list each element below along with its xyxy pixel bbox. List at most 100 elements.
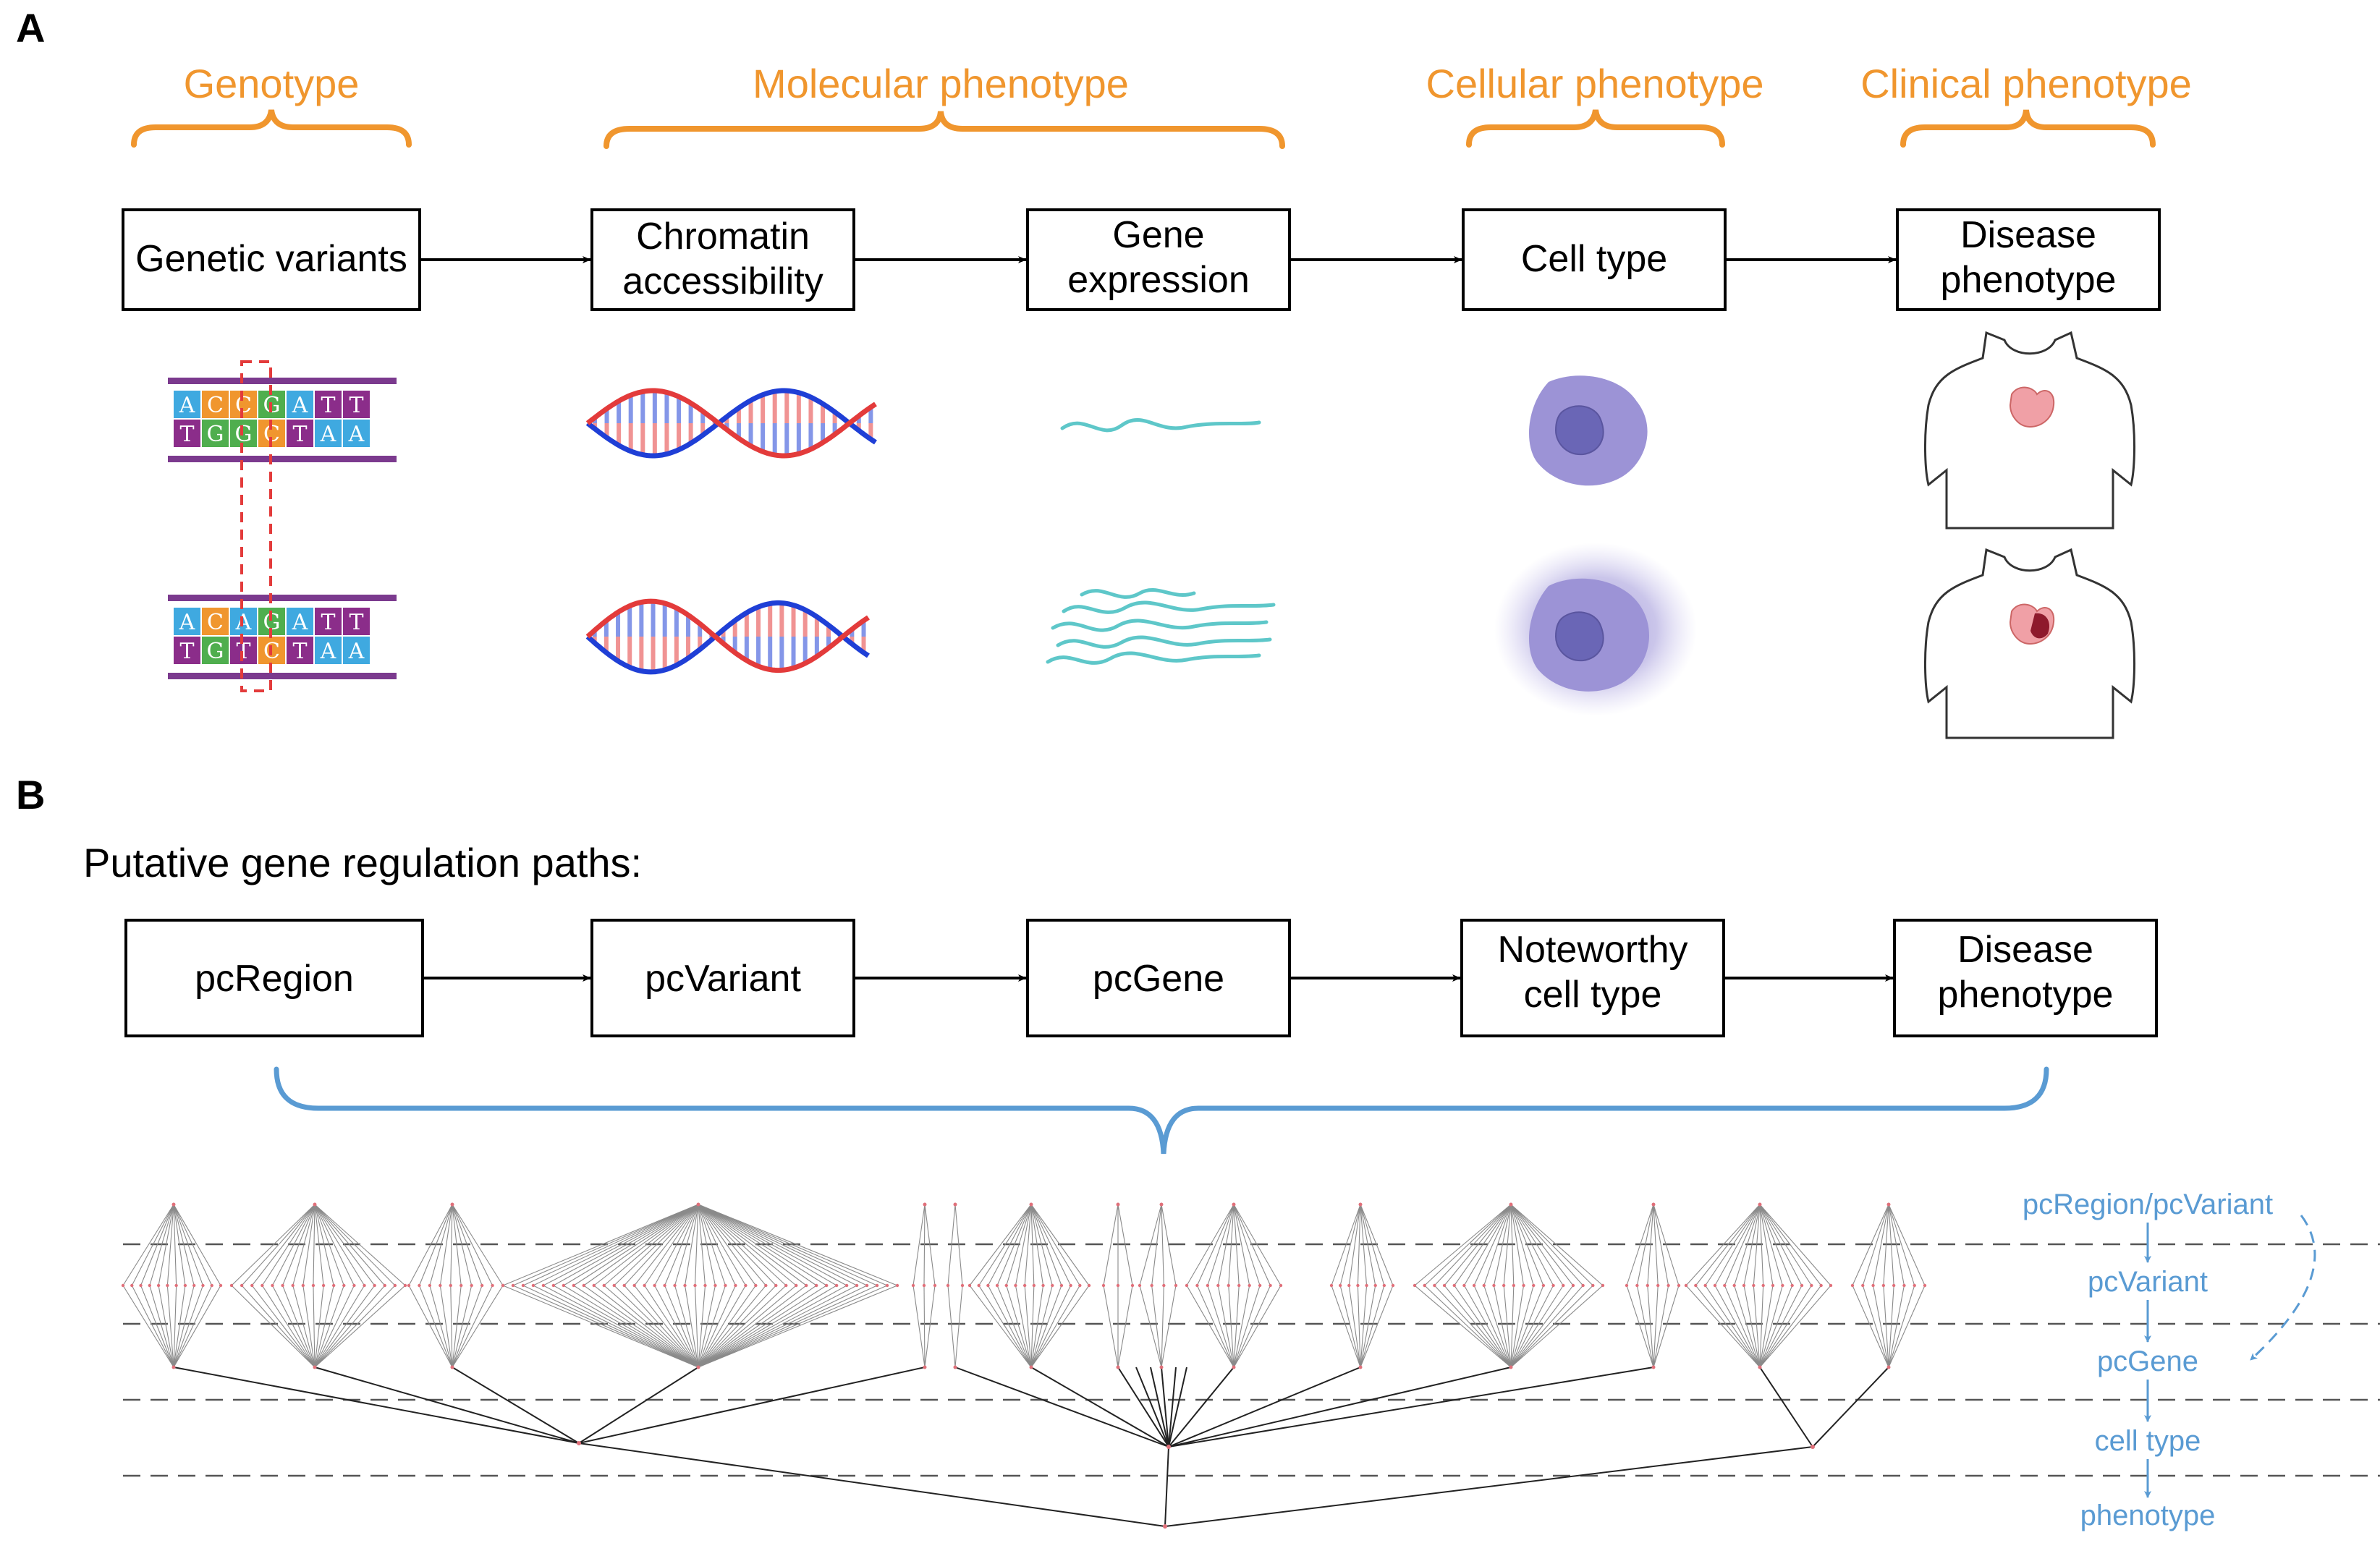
graph-node (1923, 1283, 1927, 1288)
graph-node (156, 1283, 161, 1288)
legend-pcregion-pcvariant: pcRegion/pcVariant (2023, 1189, 2273, 1220)
graph-node (1651, 1365, 1656, 1369)
graph-node (834, 1283, 839, 1288)
graph-node (1041, 1283, 1045, 1288)
graph-node (622, 1283, 626, 1288)
graph-node (824, 1283, 829, 1288)
graph-node (1365, 1283, 1368, 1288)
base-cell (343, 420, 370, 447)
graph-node (1433, 1283, 1436, 1288)
graph-node (1703, 1283, 1707, 1288)
graph-node (1810, 1283, 1813, 1288)
graph-node (313, 1202, 317, 1207)
graph-node (148, 1283, 152, 1288)
graph-node (1871, 1283, 1875, 1288)
graph-node (703, 1283, 707, 1288)
graph-node (805, 1283, 808, 1288)
panel-a-label: A (16, 5, 45, 51)
graph-node (1892, 1283, 1896, 1288)
graph-node (1116, 1202, 1120, 1207)
graph-node (403, 1283, 407, 1288)
box-pcregion-label: pcRegion (195, 958, 354, 1000)
graph-node (1442, 1283, 1447, 1288)
base-letter: C (207, 610, 224, 635)
legend-pcgene: pcGene (2097, 1346, 2198, 1377)
graph-node (923, 1365, 927, 1369)
chromatin-open-icon (585, 388, 877, 459)
graph-node (986, 1283, 990, 1288)
graph-node (491, 1283, 494, 1288)
base-cell (230, 608, 257, 635)
box-disease-phenotype-b-label-1: Disease (1957, 929, 2093, 971)
graph-node (1667, 1283, 1670, 1288)
base-letter: G (207, 639, 224, 664)
base-cell (230, 637, 257, 664)
graph-node (911, 1283, 915, 1288)
graph-node (1829, 1283, 1833, 1288)
base-letter: G (263, 610, 281, 635)
graph-node (1913, 1283, 1916, 1288)
graph-node (240, 1283, 244, 1288)
graph-node (261, 1283, 264, 1288)
graph-node (885, 1283, 889, 1288)
graph-node (1150, 1283, 1153, 1288)
graph-node (470, 1283, 473, 1288)
graph-node (1329, 1283, 1334, 1288)
graph-node (1462, 1283, 1466, 1288)
graph-node (1279, 1283, 1283, 1288)
graph-node (428, 1283, 432, 1288)
graph-node (551, 1283, 556, 1288)
graph-node (449, 1283, 452, 1288)
graph-node (1258, 1283, 1262, 1288)
base-cell (287, 608, 313, 635)
base-letter: A (235, 610, 252, 635)
graph-node (1752, 1283, 1756, 1288)
graph-node (1571, 1283, 1575, 1288)
graph-node (1781, 1283, 1784, 1288)
box-disease-phenotype-b-label-2: phenotype (1938, 974, 2114, 1016)
graph-node (418, 1283, 421, 1288)
graph-node (1850, 1283, 1855, 1288)
graph-node (250, 1283, 254, 1288)
graph-node (855, 1283, 859, 1288)
graph-node (1601, 1283, 1605, 1288)
graph-node (572, 1283, 576, 1288)
graph-node (1790, 1283, 1794, 1288)
graph-node (1382, 1283, 1386, 1288)
graph-node (632, 1283, 636, 1288)
base-cell (174, 391, 200, 418)
graph-node (922, 1283, 926, 1288)
graph-node (1051, 1283, 1054, 1288)
graph-node (933, 1283, 937, 1288)
box-genetic-variants: Genetic variants (122, 208, 421, 311)
graph-node (363, 1283, 366, 1288)
graph-node (1651, 1202, 1656, 1207)
graph-node (1591, 1283, 1595, 1288)
graph-node (1069, 1283, 1072, 1288)
graph-node (875, 1283, 879, 1288)
graph-node (130, 1283, 134, 1288)
graph-node (1492, 1283, 1496, 1288)
graph-node (774, 1283, 778, 1288)
base-cell (202, 608, 229, 635)
graph-node (1087, 1283, 1091, 1288)
graph-node (844, 1283, 849, 1288)
graph-node (1116, 1365, 1120, 1369)
graph-node (1130, 1283, 1135, 1288)
graph-node (1032, 1283, 1036, 1288)
graph-node (1356, 1283, 1360, 1288)
graph-node (1373, 1283, 1377, 1288)
graph-node (321, 1283, 326, 1288)
graph-node (201, 1283, 205, 1288)
base-letter: T (321, 393, 335, 418)
graph-node (1811, 1445, 1815, 1449)
box-pcgene-label: pcGene (1093, 958, 1224, 1000)
base-cell (174, 637, 200, 664)
graph-node (1758, 1365, 1762, 1369)
category-genotype: Genotype (184, 61, 360, 106)
brace-molecular (604, 111, 1285, 149)
graph-node (602, 1283, 606, 1288)
base-cell (230, 420, 257, 447)
graph-node (960, 1283, 965, 1288)
